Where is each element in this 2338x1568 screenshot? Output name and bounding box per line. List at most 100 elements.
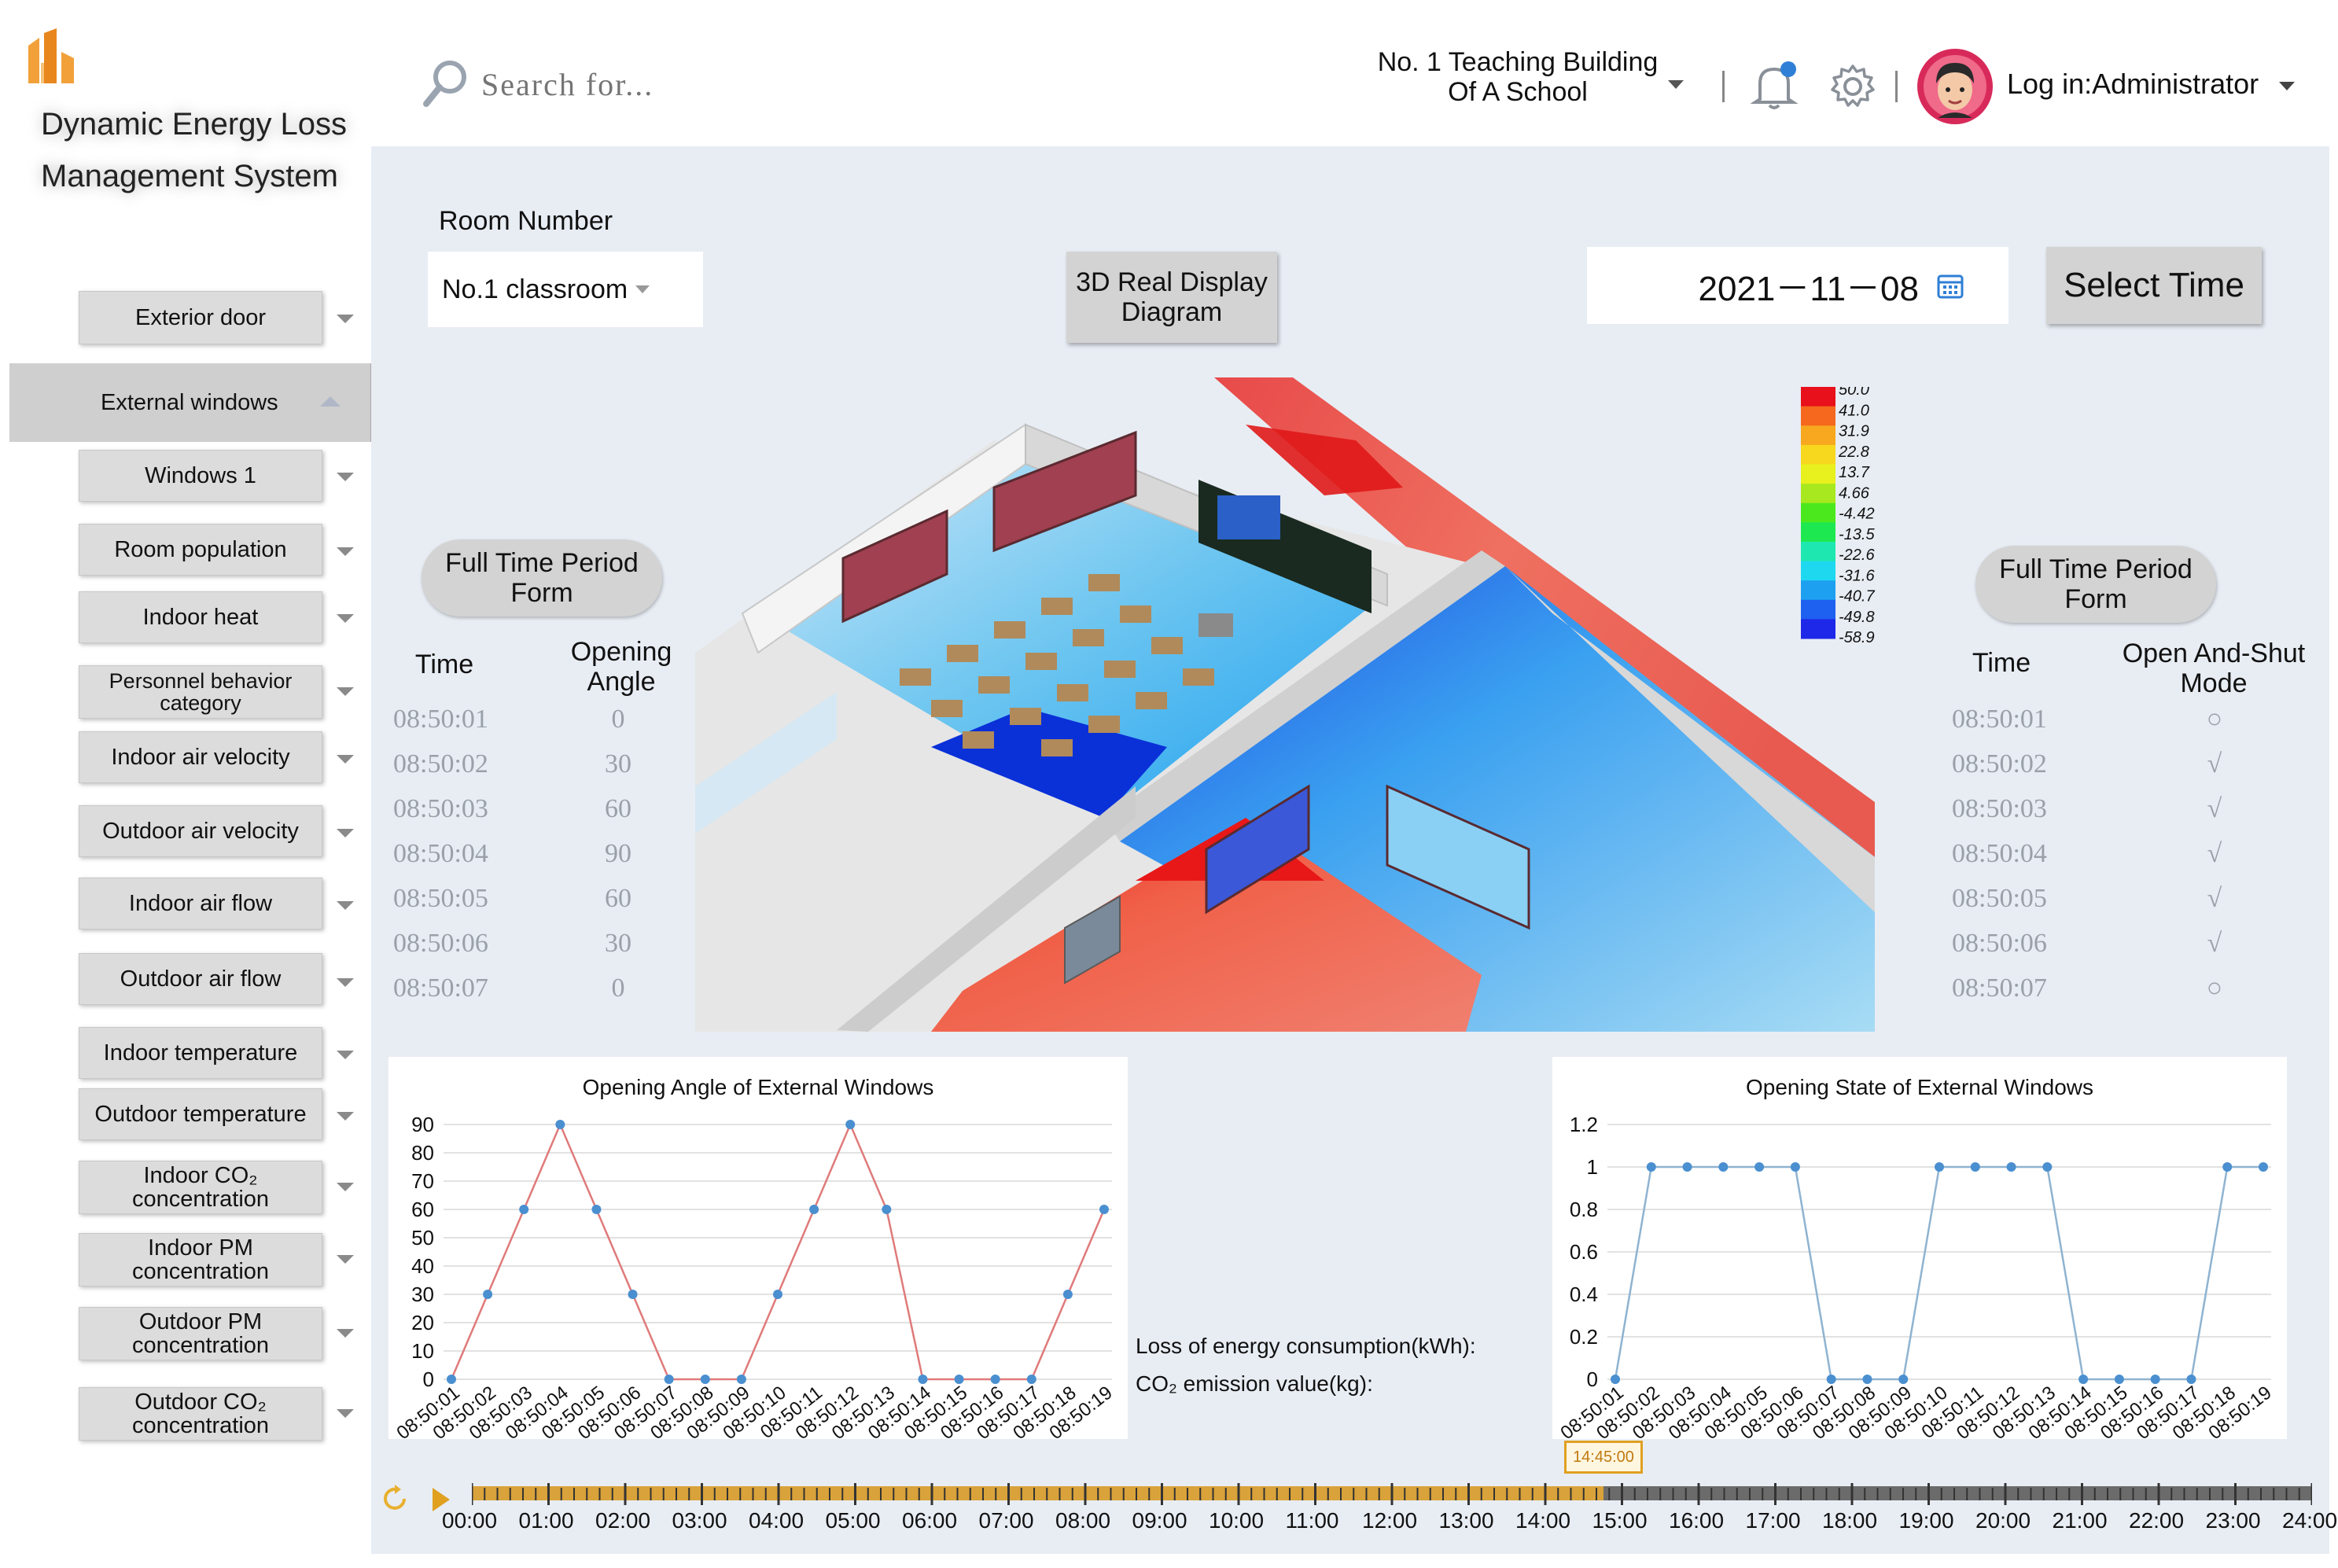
y-tick-label: 0.2: [1570, 1325, 1598, 1349]
partition-wall: [1104, 550, 1505, 841]
play-icon[interactable]: [429, 1486, 453, 1513]
timeline-hour-label: 08:00: [1055, 1508, 1111, 1533]
outdoor-hot-spot: [1246, 425, 1403, 495]
opening-state-chart: Opening State of External Windows 0 0.2 0.4…: [1552, 1057, 2287, 1444]
data-point: [1898, 1375, 1909, 1384]
series-line: [450, 1121, 1106, 1381]
data-point: [483, 1290, 493, 1299]
right-table-row-time: 08:50:06: [1952, 929, 2047, 958]
sidebar-item-indoor-pm[interactable]: Indoor PM concentration: [79, 1233, 322, 1286]
chevron-up-icon[interactable]: [320, 396, 341, 407]
chevron-down-icon[interactable]: [337, 473, 354, 481]
replay-icon[interactable]: [381, 1483, 412, 1515]
sidebar-item-exterior-door[interactable]: Exterior door: [79, 291, 322, 344]
chevron-down-icon[interactable]: [337, 547, 354, 556]
sidebar-item-outdoor-pm[interactable]: Outdoor PM concentration: [79, 1307, 322, 1360]
chevron-down-icon[interactable]: [337, 614, 354, 623]
right-col-mode: Open And-Shut Mode: [2122, 639, 2306, 698]
timeline-hour-label: 02:00: [595, 1508, 651, 1533]
chevron-down-icon[interactable]: [337, 1409, 354, 1418]
chevron-down-icon[interactable]: [337, 755, 354, 764]
chevron-down-icon[interactable]: [337, 687, 354, 696]
building-logo-icon: [28, 28, 74, 83]
left-table-row-time: 08:50:03: [393, 794, 488, 823]
chevron-down-icon[interactable]: [337, 1183, 354, 1191]
chevron-down-icon[interactable]: [635, 285, 650, 293]
timeline-hour-label: 20:00: [1975, 1508, 2031, 1533]
sidebar-item-outdoor-air-flow[interactable]: Outdoor air flow: [79, 953, 322, 1005]
sidebar-item-label: External windows: [101, 389, 278, 415]
sidebar-item-label: Indoor air flow: [128, 891, 273, 916]
data-point: [1790, 1162, 1800, 1172]
chevron-down-icon[interactable]: [2279, 82, 2295, 90]
date-picker[interactable]: 2021－11－08: [1587, 247, 2008, 324]
chart-title: Opening State of External Windows: [1746, 1075, 2093, 1099]
sidebar-item-label: Indoor air velocity: [111, 745, 290, 770]
timeline-hour-label: 19:00: [1898, 1508, 1954, 1533]
left-table-row-value: 90: [605, 839, 631, 868]
chevron-down-icon[interactable]: [337, 1329, 354, 1338]
room-select[interactable]: No.1 classroom: [428, 252, 703, 327]
chevron-down-icon[interactable]: [337, 1051, 354, 1059]
chevron-down-icon[interactable]: [1668, 80, 1684, 89]
data-point: [2150, 1375, 2160, 1384]
data-point: [2186, 1375, 2196, 1384]
sidebar-item-outdoor-air-velocity[interactable]: Outdoor air velocity: [79, 805, 322, 857]
avatar[interactable]: [1916, 47, 1994, 126]
calendar-icon[interactable]: [1936, 271, 1964, 300]
building-selector[interactable]: No. 1 Teaching Building Of A School: [1345, 47, 1691, 107]
data-point: [809, 1205, 819, 1214]
search-input[interactable]: [480, 63, 813, 105]
legend-swatch: [1801, 580, 1835, 601]
chevron-down-icon[interactable]: [337, 1112, 354, 1121]
right-table-row-value: √: [2207, 884, 2222, 913]
sidebar-item-label: Indoor PM concentration: [131, 1235, 270, 1284]
bell-icon[interactable]: [1751, 60, 1801, 112]
gear-icon[interactable]: [1829, 63, 1876, 110]
sidebar-item-outdoor-temperature[interactable]: Outdoor temperature: [79, 1088, 322, 1140]
data-point: [447, 1375, 456, 1384]
chevron-down-icon[interactable]: [337, 901, 354, 910]
left-table-row-value: 30: [605, 929, 631, 958]
3d-display-button[interactable]: 3D Real Display Diagram: [1066, 252, 1277, 343]
legend-swatch: [1801, 502, 1835, 523]
sidebar: Dynamic Energy Loss Management System Ex…: [0, 0, 376, 1568]
sidebar-item-indoor-air-flow[interactable]: Indoor air flow: [79, 878, 322, 929]
sidebar-item-room-population[interactable]: Room population: [79, 524, 322, 576]
sidebar-item-external-windows[interactable]: External windows: [9, 363, 376, 442]
select-time-button[interactable]: Select Time: [2046, 247, 2262, 324]
data-point: [2078, 1375, 2089, 1384]
search-icon[interactable]: [422, 58, 469, 109]
sidebar-item-windows-1[interactable]: Windows 1: [79, 450, 322, 502]
timeline-hour-label: 18:00: [1822, 1508, 1878, 1533]
right-table-row-time: 08:50:03: [1952, 794, 2047, 823]
app-title-line1: Dynamic Energy Loss: [41, 107, 348, 142]
timeline-hour-label: 24:00: [2282, 1508, 2338, 1533]
chevron-down-icon[interactable]: [337, 315, 354, 323]
legend-swatch: [1801, 464, 1835, 484]
3d-room-heatmap[interactable]: [695, 377, 1883, 1032]
timeline-current-marker[interactable]: 14:45:00: [1564, 1441, 1643, 1474]
sidebar-item-outdoor-co2[interactable]: Outdoor CO₂ concentration: [79, 1387, 322, 1441]
user-menu[interactable]: Log in:Administrator: [2007, 68, 2259, 101]
left-table-row-value: 60: [605, 884, 631, 913]
left-full-period-form-button[interactable]: Full Time Period Form: [422, 539, 662, 617]
data-point: [1826, 1375, 1836, 1384]
timeline-hour-label: 00:00: [442, 1508, 498, 1533]
sidebar-item-indoor-co2[interactable]: Indoor CO₂ concentration: [79, 1161, 322, 1214]
sidebar-item-personnel-behavior[interactable]: Personnel behavior category: [79, 665, 322, 719]
chevron-down-icon[interactable]: [337, 1255, 354, 1264]
right-full-period-form-button[interactable]: Full Time Period Form: [1975, 546, 2216, 623]
left-col-angle: Opening Angle: [570, 637, 672, 697]
sidebar-item-indoor-heat[interactable]: Indoor heat: [79, 591, 322, 643]
opening-angle-chart: Opening Angle of External Windows 0 10 20 30…: [388, 1057, 1128, 1444]
sidebar-item-indoor-air-velocity[interactable]: Indoor air velocity: [79, 731, 322, 783]
y-tick-label: 50: [411, 1226, 434, 1250]
cool-zone: [695, 692, 837, 834]
sidebar-item-indoor-temperature[interactable]: Indoor temperature: [79, 1027, 322, 1079]
chevron-down-icon[interactable]: [337, 829, 354, 837]
chevron-down-icon[interactable]: [337, 978, 354, 987]
timeline-hour-label: 16:00: [1669, 1508, 1725, 1533]
timeline-track[interactable]: [472, 1483, 2312, 1505]
data-point: [591, 1205, 602, 1214]
